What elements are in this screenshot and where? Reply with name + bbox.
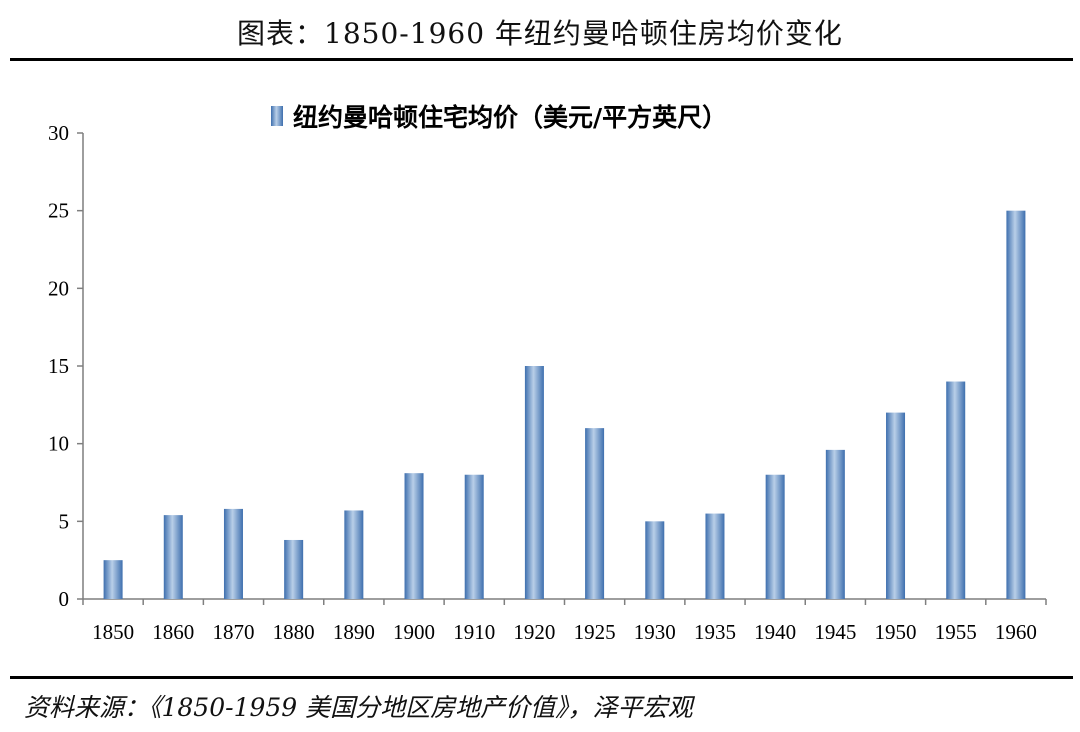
x-tick-label: 1930 [634,620,676,644]
legend-label: 纽约曼哈顿住宅均价（美元/平方英尺） [293,103,727,132]
bar-series [103,210,1026,599]
bar-1910 [464,474,484,599]
chart-legend: 纽约曼哈顿住宅均价（美元/平方英尺） [271,103,727,132]
bar-1930 [645,521,665,599]
bar-1900 [404,473,424,599]
x-tick-label: 1910 [453,620,495,644]
bar-1850 [103,560,123,599]
x-tick-label: 1900 [393,620,435,644]
x-tick-label: 1860 [152,620,194,644]
bar-1920 [524,366,544,599]
x-tick-label: 1850 [92,620,134,644]
x-tick-label: 1870 [212,620,254,644]
x-tick-label: 1955 [935,620,977,644]
y-tick-label: 30 [48,121,69,145]
bar-1925 [585,428,605,599]
y-tick-label: 0 [59,587,70,611]
bar-1880 [284,539,304,599]
x-tick-label: 1945 [814,620,856,644]
bar-1940 [765,474,785,599]
y-tick-label: 5 [59,509,70,533]
x-tick-label: 1925 [574,620,616,644]
source-note: 资料来源：《1850-1959 美国分地区房地产价值》，泽平宏观 [24,693,693,722]
x-tick-label: 1920 [513,620,555,644]
bar-1870 [223,508,243,599]
x-tick-label: 1940 [754,620,796,644]
bar-1950 [886,412,906,599]
x-tick-label: 1960 [995,620,1037,644]
x-axis: 1850 1860 1870 1880 1890 1900 1910 1920 1925 1930… [82,598,1047,644]
bar-1955 [946,381,966,599]
y-tick-label: 15 [48,354,69,378]
bar-1860 [163,515,183,599]
bar-1935 [705,513,725,599]
y-tick-label: 10 [48,432,69,456]
footer-divider [10,676,1073,679]
bar-1960 [1006,210,1026,599]
legend-swatch [271,106,283,126]
y-axis: 0 5 10 15 20 25 30 [48,121,84,611]
page-title: 图表：1850-1960 年纽约曼哈顿住房均价变化 [237,17,843,50]
y-tick-label: 20 [48,276,69,300]
bar-1945 [825,449,845,599]
x-tick-label: 1890 [333,620,375,644]
x-tick-label: 1880 [273,620,315,644]
x-tick-label: 1950 [875,620,917,644]
bar-1890 [344,510,364,599]
title-divider [10,58,1073,61]
y-tick-label: 25 [48,199,69,223]
x-tick-label: 1935 [694,620,736,644]
